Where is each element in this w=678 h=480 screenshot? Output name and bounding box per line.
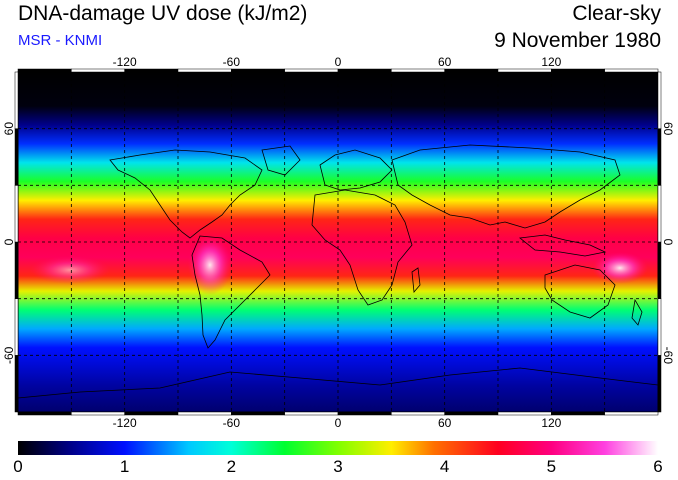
coast-new-zealand xyxy=(631,298,643,326)
colorbar-tick-label: 3 xyxy=(333,457,343,476)
colorbar-tick-label: 4 xyxy=(439,457,450,476)
longitude-tick-label: -120 xyxy=(113,55,137,69)
map-border-segment xyxy=(657,298,662,356)
colorbar-tick-label: 5 xyxy=(546,457,557,476)
map-border-segment xyxy=(657,71,662,129)
map-border-segment xyxy=(337,68,392,73)
colorbar-tick-label: 1 xyxy=(119,457,130,476)
coast-south-america xyxy=(191,235,271,349)
longitude-tick-label: 120 xyxy=(541,416,561,430)
colorbar-tick-label: 0 xyxy=(13,457,23,476)
map-border-segment xyxy=(604,411,659,416)
longitude-tick-label: -120 xyxy=(113,416,137,430)
map-border-segment xyxy=(391,411,445,416)
map-border-segment xyxy=(657,355,662,413)
map-border-segment xyxy=(231,68,285,73)
map-border-segment xyxy=(444,68,499,73)
latitude-tick-label-right: 0 xyxy=(661,239,675,246)
map-border-segment xyxy=(14,71,19,129)
hotspot-east-pacific xyxy=(30,256,110,284)
longitude-tick-label: -60 xyxy=(223,55,241,69)
latitude-tick-label-left: 0 xyxy=(2,238,16,245)
longitude-tick-label: 60 xyxy=(438,55,452,69)
colorbar-tick-label: 6 xyxy=(653,457,663,476)
map-border-segment xyxy=(231,411,285,416)
map-border-segment xyxy=(177,411,232,416)
map-border-segment xyxy=(604,68,659,73)
map-border-segment xyxy=(657,185,662,243)
map-border-segment xyxy=(497,411,552,416)
map-title: DNA-damage UV dose (kJ/m2) xyxy=(18,2,308,25)
condition-label: Clear-sky xyxy=(572,2,661,25)
map-border-segment xyxy=(284,68,339,73)
date-label: 9 November 1980 xyxy=(494,29,661,52)
map-border-segment xyxy=(17,411,72,416)
map-border-segment xyxy=(14,241,19,299)
coast-asia xyxy=(391,144,621,229)
source-label: MSR - KNMI xyxy=(18,32,103,49)
coast-greenland xyxy=(261,145,301,176)
map-border-segment xyxy=(71,68,125,73)
map-border-segment xyxy=(124,68,179,73)
hotspot-west-pacific xyxy=(592,252,648,284)
map-border-segment xyxy=(551,68,605,73)
longitude-tick-label: -60 xyxy=(223,416,241,430)
hotspot-andes xyxy=(188,235,232,295)
map-border-segment xyxy=(14,185,19,243)
map-border-segment xyxy=(497,68,552,73)
map-border-segment xyxy=(17,68,72,73)
map-border-segment xyxy=(391,68,445,73)
map-border-segment xyxy=(657,241,662,299)
map-border-segment xyxy=(124,411,179,416)
longitude-tick-label: 0 xyxy=(335,55,342,69)
map-border-segment xyxy=(71,411,125,416)
coast-north-america xyxy=(109,149,263,239)
longitude-tick-label: 60 xyxy=(438,416,452,430)
longitude-tick-label: 120 xyxy=(541,55,561,69)
latitude-tick-label-right: -60 xyxy=(661,347,675,365)
latitude-tick-label-right: 60 xyxy=(661,122,675,136)
latitude-tick-label-left: 60 xyxy=(2,122,16,136)
map-border-segment xyxy=(551,411,605,416)
map-border-segment xyxy=(337,411,392,416)
colorbar xyxy=(18,441,658,455)
coast-africa xyxy=(311,189,413,306)
map-border-segment xyxy=(14,128,19,186)
map-border-segment xyxy=(657,128,662,186)
latitude-tick-label-left: -60 xyxy=(2,346,16,364)
map-border-segment xyxy=(177,68,232,73)
coast-madagascar xyxy=(411,267,421,293)
coast-europe xyxy=(319,149,393,191)
longitude-tick-label: 0 xyxy=(335,416,342,430)
coast-australia xyxy=(544,264,616,319)
map-border-segment xyxy=(284,411,339,416)
coast-antarctica xyxy=(18,367,658,399)
colorbar-tick-label: 2 xyxy=(226,457,237,476)
map-border-segment xyxy=(444,411,499,416)
